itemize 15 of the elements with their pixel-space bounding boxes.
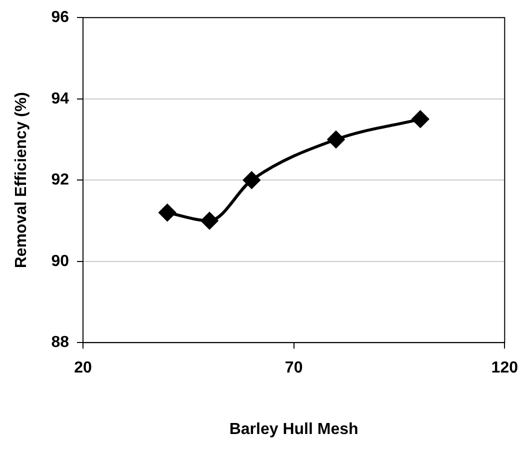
x-tick-label: 120: [491, 360, 518, 377]
y-tick-label: 96: [51, 9, 70, 26]
point: [327, 130, 344, 148]
y-axis-title: Removal Efficiency (%): [13, 92, 30, 268]
y-tick-label: 88: [51, 334, 70, 352]
point: [412, 110, 429, 128]
point: [243, 172, 260, 189]
y-tick-label: 92: [51, 172, 70, 189]
x-tick-label: 20: [74, 360, 92, 377]
point: [158, 204, 176, 222]
y-tick-label: 94: [51, 90, 70, 108]
point: [200, 212, 218, 230]
x-tick-label: 70: [284, 360, 303, 377]
x-axis-title: Barley Hull Mesh: [229, 420, 358, 438]
y-tick-label: 90: [51, 252, 70, 270]
